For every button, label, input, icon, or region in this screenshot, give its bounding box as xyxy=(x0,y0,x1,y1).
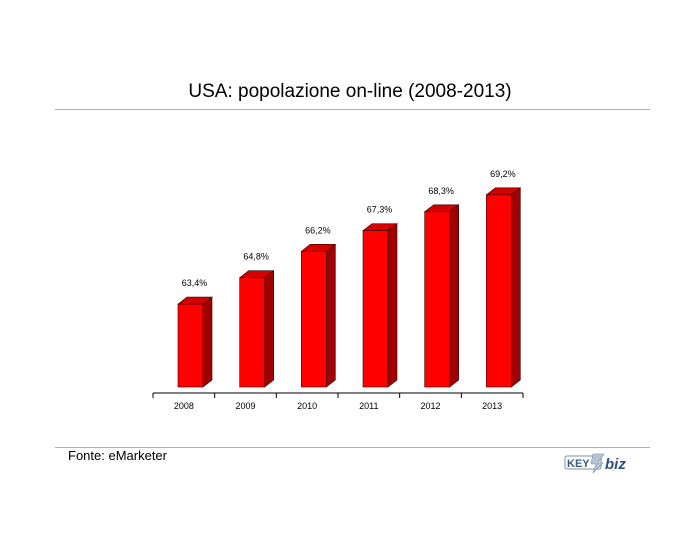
data-label-2013: 69,2% xyxy=(490,169,516,179)
bar-side xyxy=(511,187,521,388)
data-label-2010: 66,2% xyxy=(305,225,331,235)
x-tick-label-2008: 2008 xyxy=(174,401,194,411)
bar-2008 xyxy=(177,296,213,388)
key4biz-logo: KEY biz xyxy=(564,452,644,474)
data-label-2011: 67,3% xyxy=(367,205,393,215)
x-tick-label-2011: 2011 xyxy=(359,401,378,411)
bar-front xyxy=(239,277,265,388)
bar-2012 xyxy=(423,204,460,388)
svg-text:KEY: KEY xyxy=(567,458,590,470)
bar-side xyxy=(449,204,459,388)
bar-front xyxy=(362,230,389,388)
bar-side xyxy=(264,270,274,388)
logo-image: KEY biz xyxy=(564,453,626,474)
bar-2011 xyxy=(362,223,398,388)
bar-side xyxy=(326,243,336,388)
title-divider xyxy=(55,109,650,110)
x-tick-label-2013: 2013 xyxy=(482,401,502,411)
bar-side xyxy=(202,296,213,388)
x-tick-label-2012: 2012 xyxy=(420,401,440,411)
bar-front xyxy=(424,211,450,388)
bar-2013 xyxy=(485,187,522,388)
bar-2010 xyxy=(300,243,337,388)
footer-divider xyxy=(55,447,650,448)
svg-text:biz: biz xyxy=(605,456,626,473)
data-label-2012: 68,3% xyxy=(428,186,454,196)
bar-front xyxy=(301,251,327,388)
data-label-2009: 64,8% xyxy=(243,252,269,262)
x-tick-label-2010: 2010 xyxy=(297,401,317,411)
data-label-2008: 63,4% xyxy=(182,278,208,288)
bar-side xyxy=(387,223,398,388)
source-note: Fonte: eMarketer xyxy=(68,448,167,463)
bar-front xyxy=(486,194,512,388)
chart-title: USA: popolazione on-line (2008-2013) xyxy=(188,81,512,102)
bar-front xyxy=(177,303,204,388)
x-tick-label-2009: 2009 xyxy=(235,401,255,411)
bar-2009 xyxy=(238,270,275,388)
